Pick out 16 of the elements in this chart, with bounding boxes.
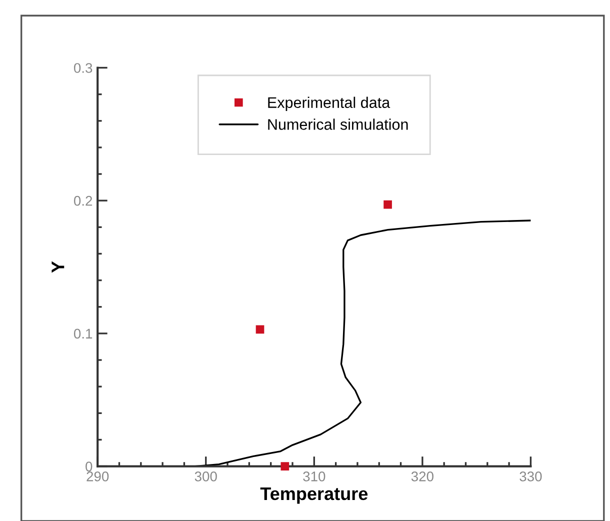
x-tick-label: 310 [303,472,326,482]
x-tick-label: 300 [194,472,217,482]
x-axis-title: Temperature [260,488,368,504]
y-tick-label: 0.2 [74,196,92,206]
x-tick-label: 330 [520,472,542,482]
y-tick-label: 0 [86,462,92,472]
point [280,462,290,470]
point [256,325,264,334]
y-tick-label: 0.1 [74,328,92,339]
y-tick-label: 0.3 [74,63,92,73]
legend-label: Numerical simulation [268,118,408,130]
point [384,200,392,209]
x-tick-label: 290 [86,472,109,482]
x-tick-label: 320 [411,472,434,482]
y-axis-title: Y [52,261,64,273]
legend-label: Experimental data [268,96,390,111]
